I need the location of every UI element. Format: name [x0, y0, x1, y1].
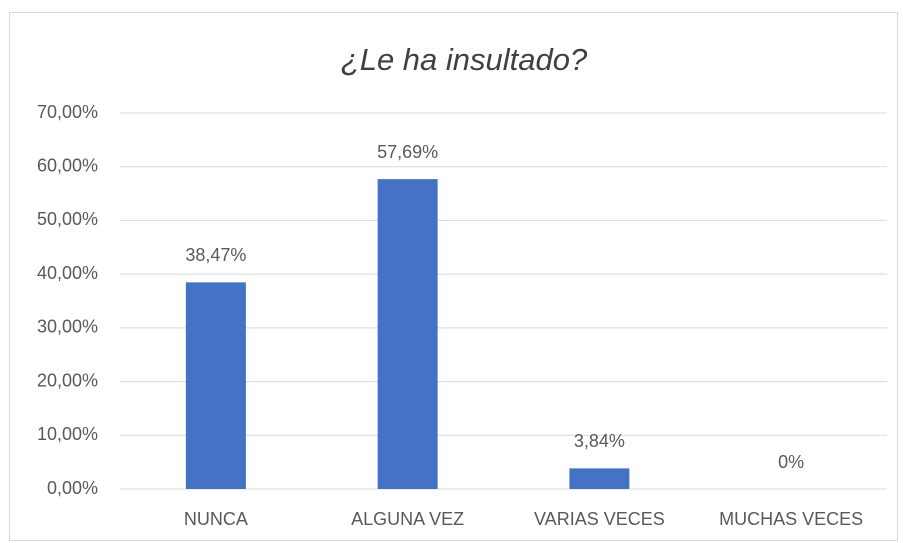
x-tick-label: MUCHAS VECES: [719, 509, 863, 529]
x-tick-label: ALGUNA VEZ: [351, 509, 464, 529]
bar: [185, 282, 246, 489]
data-label: 38,47%: [185, 245, 246, 265]
y-tick-label: 70,00%: [37, 102, 98, 122]
y-tick-label: 30,00%: [37, 317, 98, 337]
bar: [569, 468, 630, 489]
y-tick-label: 0,00%: [47, 478, 98, 498]
data-label: 57,69%: [377, 142, 438, 162]
x-tick-label: VARIAS VECES: [534, 509, 665, 529]
y-tick-label: 40,00%: [37, 263, 98, 283]
chart-border: [9, 12, 898, 541]
y-tick-label: 20,00%: [37, 370, 98, 390]
chart-title: ¿Le ha insultado?: [341, 42, 588, 77]
y-tick-label: 50,00%: [37, 209, 98, 229]
y-tick-label: 10,00%: [37, 424, 98, 444]
x-tick-label: NUNCA: [184, 509, 248, 529]
data-label: 0%: [778, 452, 804, 472]
data-label: 3,84%: [574, 431, 625, 451]
bar: [377, 179, 438, 489]
y-tick-label: 60,00%: [37, 155, 98, 175]
